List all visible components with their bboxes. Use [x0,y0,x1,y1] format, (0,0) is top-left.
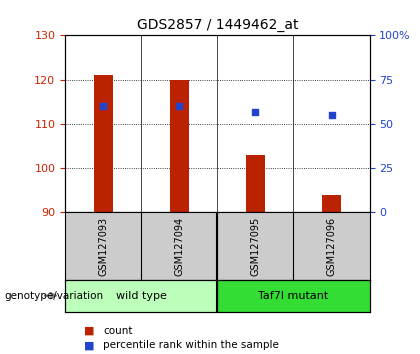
Point [176,103,183,109]
Bar [94,75,113,212]
Bar [170,80,189,212]
Bar [65,280,218,312]
Text: count: count [103,326,132,336]
Point [328,112,335,118]
Text: genotype/variation: genotype/variation [4,291,103,301]
Bar [246,155,265,212]
Text: ■: ■ [84,340,94,350]
Point [100,103,107,109]
Text: GSM127093: GSM127093 [98,216,108,276]
Text: GSM127094: GSM127094 [174,216,184,276]
Bar [322,195,341,212]
Text: GSM127096: GSM127096 [326,216,336,276]
Point [252,109,259,114]
Title: GDS2857 / 1449462_at: GDS2857 / 1449462_at [136,18,298,32]
Text: Taf7l mutant: Taf7l mutant [258,291,328,301]
Text: wild type: wild type [116,291,167,301]
Text: ■: ■ [84,326,94,336]
Bar [218,280,370,312]
Text: percentile rank within the sample: percentile rank within the sample [103,340,279,350]
Text: GSM127095: GSM127095 [250,216,260,276]
